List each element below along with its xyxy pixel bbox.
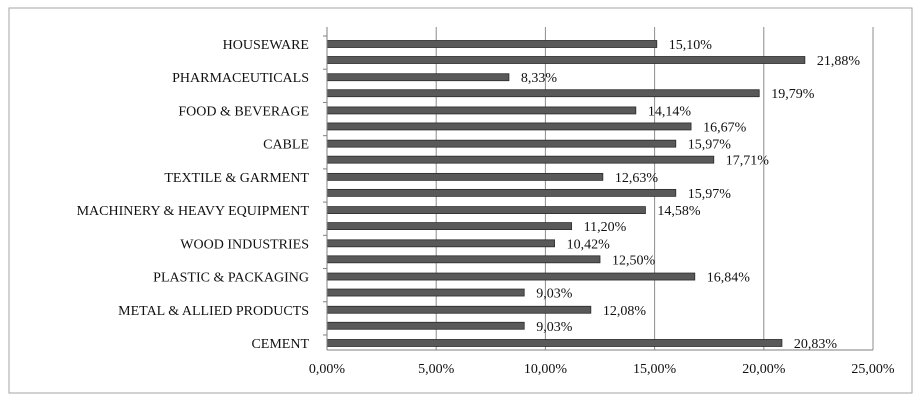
bar [326,106,637,115]
category-label: WOOD INDUSTRIES [180,237,309,252]
x-tick-label: 15,00% [633,362,677,377]
x-tick-label: 25,00% [851,362,895,377]
data-label: 16,67% [703,120,747,135]
bar [326,155,715,164]
bar [326,206,646,215]
data-label: 14,58% [657,204,701,219]
data-label: 15,10% [669,38,713,53]
category-label: PHARMACEUTICALS [172,71,309,86]
category-label: FOOD & BEVERAGE [178,104,309,119]
data-label: 21,88% [817,54,861,69]
bar [326,188,677,197]
data-label: 12,50% [612,253,656,268]
category-label-layer: HOUSEWARE PHARMACEUTICALS FOOD & BEVERAGE C… [77,38,310,352]
category-label: HOUSEWARE [223,38,309,53]
data-label: 19,79% [771,87,815,102]
bar [326,305,592,314]
x-tick-label: 5,00% [418,362,455,377]
bar [326,89,760,98]
bar [326,73,510,82]
bar [326,222,573,231]
chart-frame [8,7,913,394]
axis-layer [323,27,873,351]
bar [326,339,783,347]
category-label: TEXTILE & GARMENT [164,171,309,186]
bar-layer [326,40,806,347]
bar [326,321,525,330]
data-label: 8,33% [521,71,558,86]
data-label: 16,84% [707,271,751,286]
category-label: CEMENT [251,337,309,352]
bar [326,139,677,148]
data-label: 9,03% [536,287,573,302]
data-label: 17,71% [726,154,770,169]
x-tick-label: 10,00% [524,362,568,377]
value-label-layer: 15,10% 21,88% 8,33% 19,79% 14,14% 16,67% 15,97… [521,38,860,352]
bar [326,239,555,248]
data-label: 15,97% [688,187,732,202]
x-tick-label: 20,00% [742,362,786,377]
category-label: MACHINERY & HEAVY EQUIPMENT [77,204,310,219]
bar [326,122,692,131]
bar [326,172,604,181]
bar [326,272,696,281]
x-tick-label: 0,00% [309,362,346,377]
data-label: 20,83% [794,337,838,352]
bar [326,255,601,264]
data-label: 10,42% [567,237,611,252]
data-label: 14,14% [648,104,692,119]
data-label: 12,08% [603,304,647,319]
data-label: 9,03% [536,320,573,335]
tick-label-layer: 0,00% 5,00% 10,00% 15,00% 20,00% 25,00% [309,362,895,377]
data-label: 12,63% [615,171,659,186]
bar [326,56,806,64]
bar [326,40,658,48]
data-label: 11,20% [584,220,627,235]
category-label: CABLE [263,138,309,153]
category-label: METAL & ALLIED PRODUCTS [118,304,309,319]
data-label: 15,97% [688,138,732,153]
category-label: PLASTIC & PACKAGING [153,271,309,286]
bar [326,288,525,297]
